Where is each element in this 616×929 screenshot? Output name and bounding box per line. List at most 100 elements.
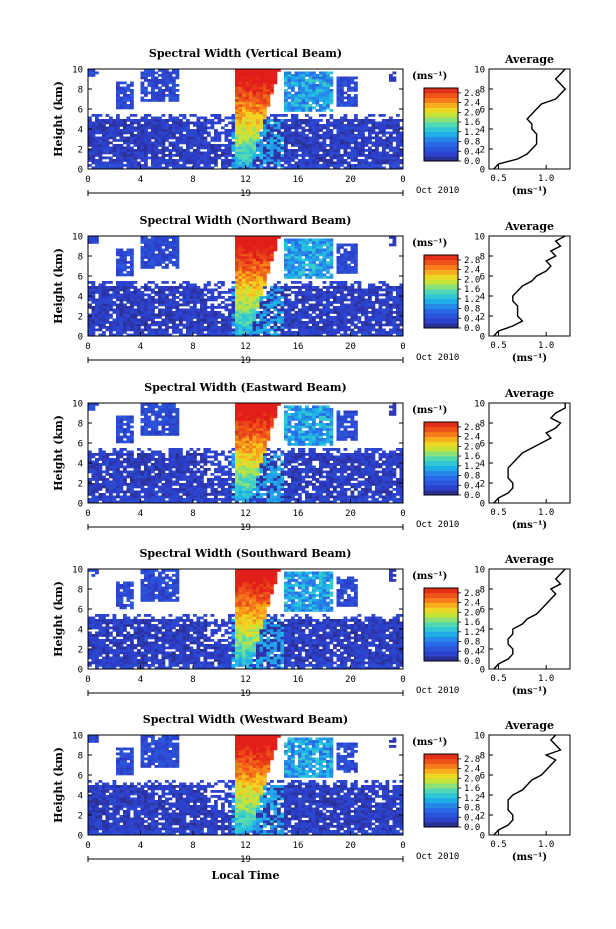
heatmap-cell [245,114,250,117]
heatmap-cell [238,91,243,95]
colorbar-segment [424,274,458,280]
heatmap-cell [263,81,267,85]
heatmap-cell [245,331,250,334]
heatmap-cell [95,475,99,479]
heatmap-cell [336,313,341,317]
heatmap-cell [179,159,183,162]
heatmap-cell [336,248,341,252]
heatmap-cell [203,116,208,120]
heatmap-cell [175,129,180,132]
heatmap-cell [354,151,358,155]
heatmap-cell [298,331,302,334]
heatmap-cell [368,134,372,137]
heatmap-cell [175,236,180,239]
heatmap-cell [396,331,400,334]
heatmap-cell [126,266,131,269]
heatmap-cell [214,333,218,336]
heatmap-cell [242,273,246,277]
heatmap-cell [207,164,211,167]
heatmap-cell [217,316,222,319]
heatmap-cell [105,131,110,135]
heatmap-cell [95,485,99,489]
heatmap-cell [298,124,302,127]
heatmap-cell [378,333,383,336]
heatmap-cell [340,136,344,140]
heatmap-cell [294,109,299,112]
heatmap-cell [350,164,355,167]
heatmap-cell [333,318,337,322]
heatmap-cell [263,253,267,257]
heatmap-cell [130,326,134,329]
heatmap-cell [371,293,376,297]
heatmap-cell [179,283,183,287]
heatmap-cell [91,129,96,132]
heatmap-cell [119,251,124,254]
heatmap-cell [259,291,264,294]
heatmap-cell [305,328,309,332]
heatmap-cell [308,99,313,102]
heatmap-cell [266,263,271,267]
heatmap-cell [196,136,201,140]
heatmap-cell [399,293,403,297]
heatmap-cell [333,166,337,169]
heatmap-cell [126,99,131,102]
heatmap-cell [161,241,166,244]
heatmap-cell [308,288,313,292]
heatmap-cell [245,288,250,292]
heatmap-cell [165,119,169,122]
heatmap-cell [137,124,141,127]
heatmap-cell [284,263,288,267]
heatmap-cell [340,81,344,85]
heatmap-cell [168,136,173,140]
heatmap-cell [207,146,211,150]
heatmap-cell [336,144,341,147]
heatmap-cell [140,151,145,155]
heatmap-cell [238,306,243,309]
heatmap-cell [119,89,124,92]
heatmap-cell [116,480,120,484]
heatmap-cell [147,281,152,284]
heatmap-cell [245,124,250,127]
heatmap-cell [217,121,222,125]
heatmap-cell [168,94,173,97]
heatmap-cell [214,306,218,309]
heatmap-cell [165,298,169,302]
heatmap-cell [291,276,295,279]
heatmap-cell [123,273,127,277]
heatmap-cell [305,121,309,125]
colorbar-segment [424,156,458,162]
heatmap-cell [287,91,292,95]
heatmap-cell [336,141,341,145]
heatmap-cell [133,126,138,130]
heatmap-cell [238,243,243,247]
heatmap-cell [347,146,351,150]
heatmap-cell [196,154,201,157]
heatmap-cell [116,420,120,424]
heatmap-cell [389,119,393,122]
heatmap-cell [95,126,99,130]
heatmap-cell [238,81,243,85]
heatmap-cell [315,159,320,162]
heatmap-cell [329,149,334,152]
heatmap-cell [140,258,145,262]
heatmap-cell [382,281,386,284]
heatmap-cell [235,101,239,105]
heatmap-cell [273,331,278,334]
heatmap-cell [259,149,264,152]
heatmap-cell [252,298,257,302]
heatmap-cell [375,301,379,304]
heatmap-cell [154,81,159,85]
heatmap-cell [252,134,257,137]
heatmap-cell [154,71,159,75]
heatmap-cell [389,243,393,247]
heatmap-cell [256,121,260,125]
heatmap-cell [385,283,390,287]
heatmap-cell [88,156,92,160]
heatmap-cell [98,306,103,309]
heatmap-cell [308,286,313,289]
heatmap-cell [259,258,264,262]
heatmap-cell [298,288,302,292]
heatmap-cell [102,146,106,150]
heatmap-cell [116,283,120,287]
heatmap-cell [336,101,341,105]
